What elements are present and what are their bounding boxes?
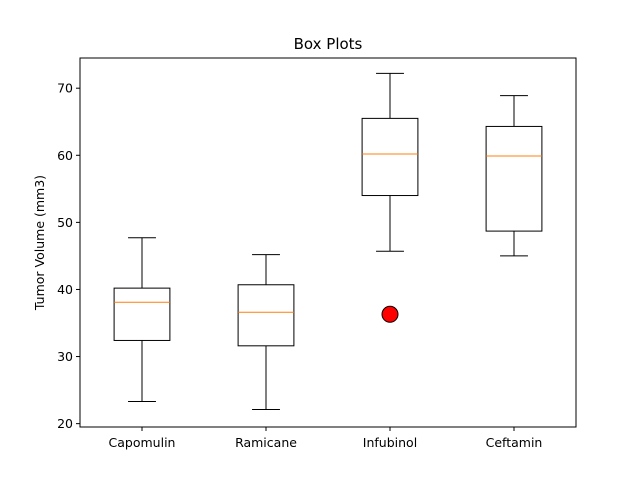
iqr-box: [237, 284, 295, 347]
iqr-box: [485, 125, 543, 232]
y-tick-label: 40: [57, 282, 73, 297]
box-group: [113, 237, 171, 403]
outlier-point: [381, 305, 399, 323]
y-tick-label: 70: [57, 81, 73, 96]
y-tick-label: 20: [57, 416, 73, 431]
box-group: [361, 72, 419, 323]
box-group: [485, 95, 543, 257]
y-tick-label: 60: [57, 148, 73, 163]
boxes: [113, 72, 543, 411]
x-tick-label: Capomulin: [109, 435, 176, 450]
x-tick-label: Ramicane: [235, 435, 297, 450]
y-axis-label: Tumor Volume (mm3): [32, 175, 47, 311]
x-tick-label: Infubinol: [363, 435, 417, 450]
iqr-box: [113, 287, 171, 341]
chart-title: Box Plots: [294, 35, 363, 53]
box-group: [237, 254, 295, 411]
iqr-box: [361, 117, 419, 197]
x-axis: Capomulin Ramicane Infubinol Ceftamin: [109, 427, 543, 450]
plot-frame: [79, 57, 577, 428]
y-tick-label: 30: [57, 349, 73, 364]
x-tick-label: Ceftamin: [486, 435, 543, 450]
y-tick-label: 50: [57, 215, 73, 230]
y-axis: 20 30 40 50 60 70: [57, 81, 80, 431]
